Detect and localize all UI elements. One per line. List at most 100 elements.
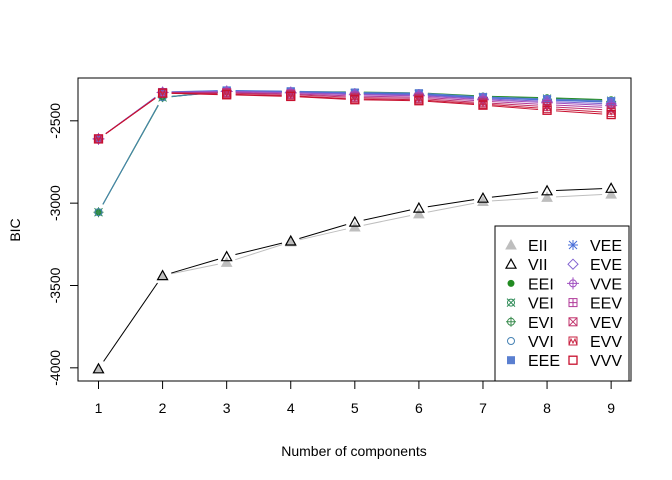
x-tick-label: 1 <box>95 400 103 416</box>
marker-open-triangle <box>541 184 554 196</box>
x-axis-title: Number of components <box>281 443 427 459</box>
marker-open-square <box>568 355 578 365</box>
series-segment <box>363 97 410 99</box>
marker-circle-plus-cross <box>506 316 516 327</box>
series-segment <box>556 108 603 113</box>
marker-square-triangle-inner <box>286 92 296 100</box>
series-segment <box>363 99 410 102</box>
series-segment <box>427 94 475 98</box>
marker-open-triangle <box>504 257 518 269</box>
data-point <box>542 105 552 115</box>
marker-open-diamond <box>567 258 579 270</box>
data-point <box>412 201 425 213</box>
legend-item-evv: EVV <box>568 334 622 351</box>
marker-filled-circle <box>507 279 515 287</box>
legend-label: VVE <box>590 276 622 293</box>
data-point <box>220 256 233 267</box>
series-segment <box>299 224 347 239</box>
marker-open-triangle <box>476 191 489 203</box>
marker-square-triangle-inner <box>568 337 578 346</box>
legend-marker <box>507 356 515 365</box>
legend-marker <box>504 257 518 269</box>
data-point <box>286 91 296 102</box>
series-segment <box>171 263 218 275</box>
marker-open-square <box>478 100 488 110</box>
legend-item-eve: EVE <box>567 257 622 274</box>
series-segment <box>556 106 603 111</box>
series-vvi <box>94 87 616 217</box>
series-segment <box>235 92 282 95</box>
series-segment <box>427 98 475 103</box>
series-segment <box>105 97 156 135</box>
marker-open-square <box>542 105 552 115</box>
data-point <box>541 184 554 196</box>
marker-square-triangle-inner <box>158 89 168 98</box>
legend-label: VVV <box>590 353 622 370</box>
series-segment <box>363 95 410 98</box>
legend-marker <box>567 277 579 290</box>
data-point <box>222 90 232 100</box>
data-point <box>605 182 618 193</box>
legend-label: EEE <box>528 353 560 370</box>
marker-open-triangle <box>284 234 297 246</box>
x-tick-label: 3 <box>223 400 231 416</box>
marker-square-triangle <box>568 336 578 346</box>
legend-label: EII <box>528 238 548 255</box>
legend-marker <box>568 240 578 250</box>
series-segment <box>427 93 475 97</box>
legend-box <box>494 225 630 382</box>
marker-open-triangle <box>412 201 425 213</box>
data-point <box>478 100 488 110</box>
y-tick-label: -4000 <box>47 350 63 386</box>
series-segment <box>427 100 475 106</box>
legend: EII VII EEI VEI EVI VVI EEE VEE EVE VVE EEV VEV EVV V… <box>494 225 630 382</box>
marker-open-square <box>286 91 296 102</box>
series-segment <box>491 95 539 99</box>
x-tick-label: 9 <box>607 400 615 416</box>
legend-item-vei: VEI <box>506 296 554 313</box>
marker-open-square <box>93 134 104 144</box>
data-point <box>606 109 616 120</box>
marker-square-triangle-inner <box>350 95 360 103</box>
marker-square-triangle-inner <box>414 96 424 104</box>
series-segment <box>171 258 219 274</box>
marker-open-square <box>350 95 360 105</box>
legend-label: VEI <box>528 296 554 313</box>
data-point <box>156 269 169 281</box>
data-point <box>284 234 297 246</box>
series-segment <box>299 92 346 96</box>
data-point <box>157 88 168 98</box>
series-segment <box>171 92 218 96</box>
series-segment <box>235 244 283 261</box>
legend-label: EEI <box>528 276 554 293</box>
marker-diamond-plus-cross <box>567 277 579 290</box>
data-point <box>350 95 360 105</box>
data-point <box>93 134 104 144</box>
series-segment <box>235 242 283 256</box>
y-axis: -4000 -3500 -3000 -2500 <box>47 103 79 386</box>
series-segment <box>299 92 346 95</box>
series-segment <box>363 209 411 221</box>
marker-filled-triangle <box>220 256 233 267</box>
legend-marker <box>507 279 515 287</box>
series-segment <box>299 90 346 93</box>
x-tick-label: 8 <box>543 400 551 416</box>
data-point <box>92 362 105 374</box>
legend-label: EVE <box>590 257 622 274</box>
marker-square-triangle-inner <box>542 105 552 113</box>
series-segment <box>491 98 539 102</box>
series-segment <box>491 96 539 100</box>
plot-area <box>92 85 618 374</box>
legend-marker <box>567 258 579 270</box>
marker-filled-square <box>507 356 515 365</box>
legend-item-evi: EVI <box>506 315 554 332</box>
marker-open-triangle <box>220 250 233 262</box>
series-segment <box>235 93 282 97</box>
series-segment <box>427 97 475 101</box>
series-segment <box>556 97 603 100</box>
marker-circle-x-cross <box>506 298 516 307</box>
data-point <box>220 250 233 262</box>
marker-filled-triangle <box>156 269 169 281</box>
marker-open-square <box>222 90 232 100</box>
legend-marker <box>507 337 515 345</box>
